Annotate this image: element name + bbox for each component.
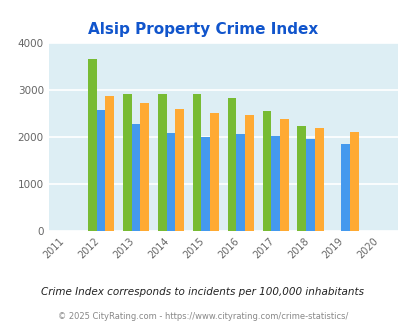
Bar: [88, 59, 96, 231]
Bar: [123, 94, 131, 231]
Bar: [175, 109, 183, 231]
Bar: [166, 133, 175, 231]
Bar: [158, 94, 166, 231]
Bar: [192, 94, 201, 231]
Bar: [140, 103, 149, 231]
Bar: [297, 126, 305, 231]
Bar: [245, 115, 253, 231]
Bar: [314, 128, 323, 231]
Bar: [227, 98, 236, 231]
Text: Alsip Property Crime Index: Alsip Property Crime Index: [87, 22, 318, 37]
Bar: [210, 113, 218, 231]
Bar: [131, 124, 140, 231]
Bar: [305, 139, 314, 231]
Bar: [201, 137, 210, 231]
Bar: [236, 134, 245, 231]
Bar: [279, 119, 288, 231]
Bar: [271, 136, 279, 231]
Bar: [105, 96, 114, 231]
Text: © 2025 CityRating.com - https://www.cityrating.com/crime-statistics/: © 2025 CityRating.com - https://www.city…: [58, 312, 347, 321]
Bar: [349, 132, 358, 231]
Text: Crime Index corresponds to incidents per 100,000 inhabitants: Crime Index corresponds to incidents per…: [41, 287, 364, 297]
Bar: [340, 144, 349, 231]
Bar: [262, 111, 271, 231]
Bar: [96, 110, 105, 231]
